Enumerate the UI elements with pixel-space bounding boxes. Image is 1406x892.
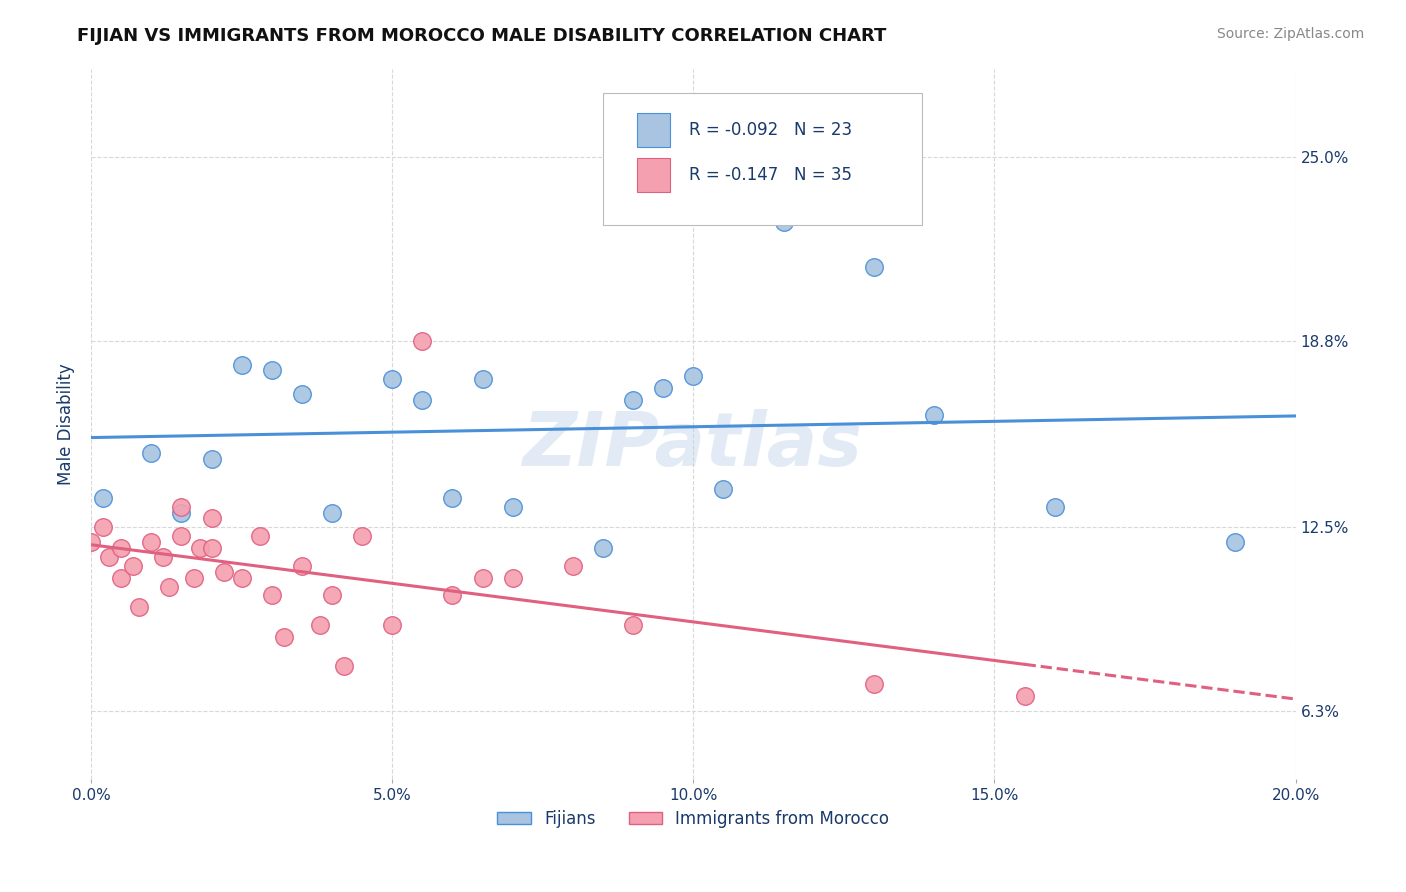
Point xyxy=(212,565,235,579)
Point xyxy=(621,392,644,407)
Point xyxy=(863,260,886,274)
Point xyxy=(502,500,524,514)
Point xyxy=(110,541,132,555)
Point xyxy=(441,491,464,505)
Point xyxy=(170,529,193,543)
Point xyxy=(471,372,494,386)
Point xyxy=(621,618,644,632)
Point xyxy=(159,580,181,594)
FancyBboxPatch shape xyxy=(637,158,671,192)
Text: Source: ZipAtlas.com: Source: ZipAtlas.com xyxy=(1216,27,1364,41)
Point xyxy=(231,358,253,372)
Point xyxy=(381,618,404,632)
Point xyxy=(91,491,114,505)
Point xyxy=(183,571,205,585)
Point xyxy=(411,392,433,407)
Point xyxy=(772,215,794,229)
Point xyxy=(713,482,735,496)
Point xyxy=(321,506,343,520)
Point xyxy=(309,618,332,632)
Text: ZIPatlas: ZIPatlas xyxy=(523,409,863,482)
Point xyxy=(141,446,163,460)
Point xyxy=(122,558,145,573)
Point xyxy=(333,659,356,673)
Point xyxy=(1014,689,1036,703)
Text: FIJIAN VS IMMIGRANTS FROM MOROCCO MALE DISABILITY CORRELATION CHART: FIJIAN VS IMMIGRANTS FROM MOROCCO MALE D… xyxy=(77,27,887,45)
Point xyxy=(170,506,193,520)
FancyBboxPatch shape xyxy=(603,94,922,225)
Point xyxy=(291,558,314,573)
Point xyxy=(80,535,103,549)
Point xyxy=(260,588,283,602)
Point xyxy=(441,588,464,602)
Point xyxy=(592,541,614,555)
Point xyxy=(1225,535,1247,549)
Point xyxy=(502,571,524,585)
Point xyxy=(471,571,494,585)
Point xyxy=(98,549,121,564)
Point xyxy=(1043,500,1066,514)
Point xyxy=(110,571,132,585)
Point xyxy=(152,549,174,564)
Point xyxy=(200,511,222,525)
Point xyxy=(188,541,211,555)
Point xyxy=(652,381,675,395)
Point xyxy=(231,571,253,585)
Point xyxy=(682,369,704,384)
Point xyxy=(128,600,150,615)
Y-axis label: Male Disability: Male Disability xyxy=(58,363,75,484)
Point xyxy=(260,363,283,377)
Text: R = -0.092   N = 23: R = -0.092 N = 23 xyxy=(689,121,852,139)
Point xyxy=(922,408,945,422)
Point xyxy=(291,387,314,401)
Point xyxy=(381,372,404,386)
FancyBboxPatch shape xyxy=(637,113,671,147)
Point xyxy=(321,588,343,602)
Point xyxy=(411,334,433,348)
Text: R = -0.147   N = 35: R = -0.147 N = 35 xyxy=(689,166,852,184)
Point xyxy=(91,520,114,534)
Point xyxy=(170,500,193,514)
Legend: Fijians, Immigrants from Morocco: Fijians, Immigrants from Morocco xyxy=(491,803,896,835)
Point xyxy=(273,630,295,644)
Point xyxy=(200,452,222,467)
Point xyxy=(200,541,222,555)
Point xyxy=(141,535,163,549)
Point xyxy=(561,558,583,573)
Point xyxy=(352,529,374,543)
Point xyxy=(249,529,271,543)
Point xyxy=(863,677,886,691)
